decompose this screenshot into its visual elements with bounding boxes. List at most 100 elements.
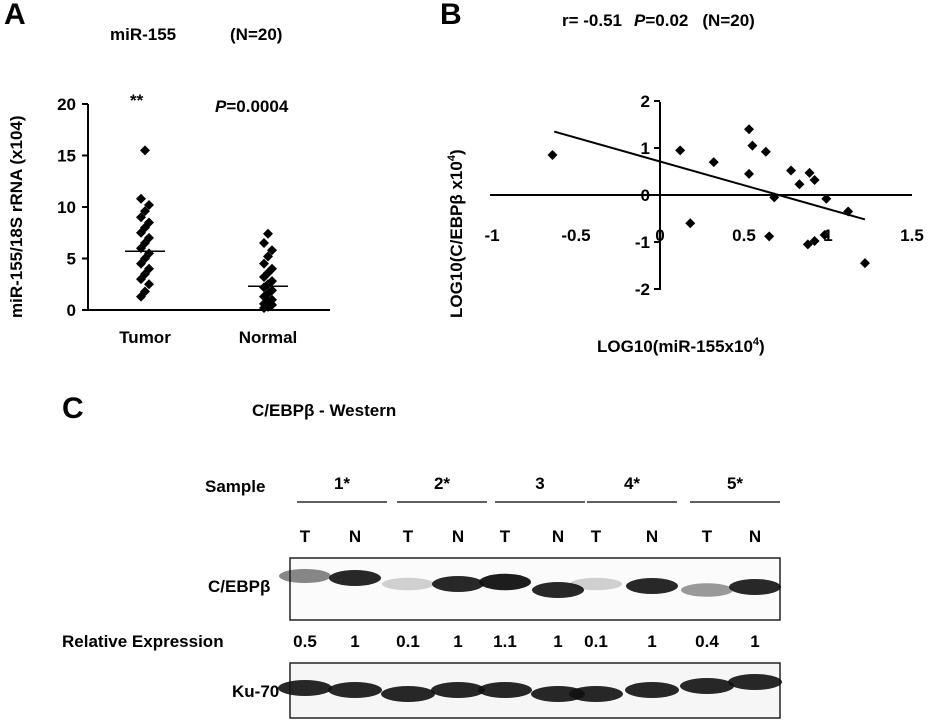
panel-a-categories: Tumor Normal xyxy=(119,328,297,347)
panel-b-point xyxy=(821,193,832,204)
panel-a-point xyxy=(136,212,146,223)
panel-b-y-tick-label: -2 xyxy=(635,280,650,299)
relative-expression-values: 0.5 1 0.1 1 1.1 1 0.1 1 0.4 1 xyxy=(293,632,760,651)
panel-b-point xyxy=(744,168,755,179)
blot-band xyxy=(728,674,782,690)
blot-band xyxy=(478,682,532,698)
panel-a-point xyxy=(136,258,146,269)
blot-band xyxy=(328,682,382,698)
panel-b-x-tick-label: 0.5 xyxy=(732,226,756,245)
panel-b-point xyxy=(859,258,870,269)
panel-a-point xyxy=(136,291,146,302)
panel-b-y-tick-label: 0 xyxy=(641,186,650,205)
blot-band xyxy=(278,680,332,696)
panel-b-n: (N=20) xyxy=(702,11,754,30)
lane-label-n: N xyxy=(552,527,564,546)
panel-a-letter: A xyxy=(4,0,26,31)
panel-a-point xyxy=(267,245,277,256)
blot-band xyxy=(382,577,434,591)
sample-headers: 1* 2* 3 4* 5* xyxy=(297,474,780,503)
panel-b-point xyxy=(708,157,719,168)
panel-a-significance: ** xyxy=(130,91,144,110)
panel-b-x-tick-label: -1 xyxy=(484,226,499,245)
blot-band xyxy=(431,682,485,698)
panel-a-point xyxy=(144,199,154,210)
panel-b-y-tick-label: 1 xyxy=(641,139,650,158)
lane-label-t: T xyxy=(591,527,602,546)
panel-a: A miR-155 (N=20) miR-155/18S rRNA (x104)… xyxy=(4,0,330,347)
panel-b: B r= -0.51 P=0.02 (N=20) LOG10(C/EBPβ x104… xyxy=(440,0,924,356)
panel-a-point xyxy=(259,282,269,293)
panel-a-point xyxy=(144,279,154,290)
sample-header: 4* xyxy=(624,474,640,493)
relative-expression-label: Relative Expression xyxy=(62,632,224,651)
lane-label-t: T xyxy=(702,527,713,546)
panel-b-ylabel-main: LOG10(C/EBPβ x10 xyxy=(447,161,466,318)
relative-expression-value: 1 xyxy=(350,632,359,651)
lane-label-t: T xyxy=(403,527,414,546)
panel-a-category-label: Tumor xyxy=(119,328,171,347)
blot-band xyxy=(432,576,484,592)
sample-label: Sample xyxy=(205,477,265,496)
panel-a-point xyxy=(259,258,269,269)
blot-band xyxy=(531,686,585,702)
panel-b-point xyxy=(802,239,813,250)
panel-b-y-tick-label: -1 xyxy=(635,233,650,252)
relative-expression-value: 1 xyxy=(553,632,562,651)
protein-label-ku70: Ku-70 xyxy=(232,682,279,701)
panel-b-letter: B xyxy=(440,0,462,31)
panel-a-pvalue: P=0.0004 xyxy=(215,97,289,116)
blot-band xyxy=(532,582,584,598)
panel-b-xlabel-main: LOG10(miR-155x10 xyxy=(597,337,753,356)
panel-b-fit-line xyxy=(553,130,866,221)
blot-band xyxy=(729,579,781,595)
panel-b-p-letter: P xyxy=(634,11,646,30)
relative-expression-value: 0.1 xyxy=(584,632,608,651)
panel-b-point xyxy=(809,174,820,185)
panel-b-point xyxy=(809,236,820,247)
panel-b-point xyxy=(675,145,686,156)
relative-expression-value: 1 xyxy=(647,632,656,651)
blot-band xyxy=(626,578,678,594)
panel-b-points xyxy=(547,124,870,269)
protein-label-cebpb: C/EBPβ xyxy=(208,577,270,596)
sample-header: 3 xyxy=(535,474,544,493)
relative-expression-value: 1 xyxy=(453,632,462,651)
panel-b-r: r= -0.51 xyxy=(562,11,622,30)
panel-b-x-tick-label: 0 xyxy=(655,226,664,245)
panel-b-x-tick-label: -0.5 xyxy=(561,226,590,245)
blot-band xyxy=(625,682,679,698)
panel-b-point xyxy=(747,140,758,151)
relative-expression-value: 0.1 xyxy=(396,632,420,651)
panel-a-point xyxy=(136,274,146,285)
panel-a-p-number: =0.0004 xyxy=(226,97,288,116)
panel-a-point xyxy=(259,272,269,283)
panel-c-title: C/EBPβ - Western xyxy=(252,401,396,420)
panel-b-xlabel-end: ) xyxy=(759,337,765,356)
panel-b-point xyxy=(786,165,797,176)
panel-a-y-ticks: 0 5 10 15 20 xyxy=(57,95,88,320)
panel-b-ylabel: LOG10(C/EBPβ x104) xyxy=(446,149,466,318)
panel-b-point xyxy=(685,218,696,229)
panel-a-category-label: Normal xyxy=(239,328,298,347)
blot-band xyxy=(680,678,734,694)
panel-b-p-number: =0.02 xyxy=(645,11,688,30)
panel-b-ylabel-end: ) xyxy=(447,149,466,155)
blot-band xyxy=(570,577,622,591)
panel-a-point xyxy=(259,238,269,249)
panel-b-ylabel-sup: 4 xyxy=(446,154,458,161)
panel-a-y-tick-label: 10 xyxy=(57,198,76,217)
panel-a-y-tick-label: 15 xyxy=(57,147,76,166)
blot-band xyxy=(329,570,381,586)
relative-expression-value: 1 xyxy=(750,632,759,651)
panel-a-point xyxy=(263,251,273,262)
panel-a-p-letter: P xyxy=(215,97,227,116)
panel-b-x-tick-label: 1.5 xyxy=(900,226,924,245)
panel-b-point xyxy=(547,150,558,161)
sample-header: 5* xyxy=(727,474,743,493)
lane-label-n: N xyxy=(452,527,464,546)
blot-band xyxy=(569,686,623,702)
lane-label-n: N xyxy=(749,527,761,546)
